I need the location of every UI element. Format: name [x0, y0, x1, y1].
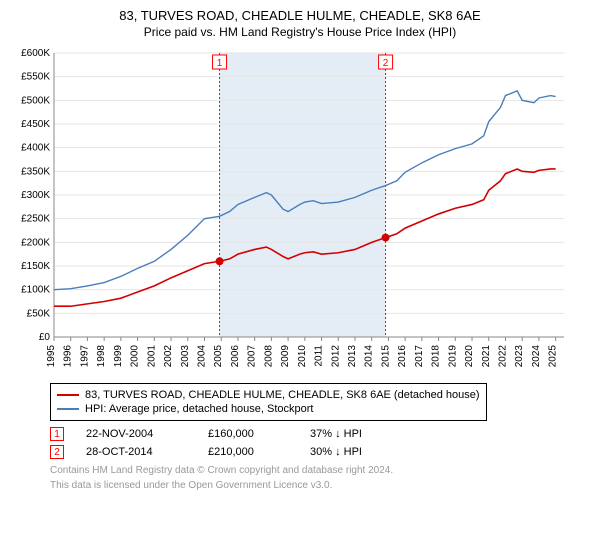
sales-table: 1 22-NOV-2004 £160,000 37% ↓ HPI 2 28-OC…: [50, 425, 590, 461]
svg-text:2006: 2006: [230, 345, 241, 368]
legend-label-property: 83, TURVES ROAD, CHEADLE HULME, CHEADLE,…: [85, 389, 480, 401]
sale-row: 1 22-NOV-2004 £160,000 37% ↓ HPI: [50, 425, 590, 443]
svg-text:2015: 2015: [380, 345, 391, 368]
sale-price: £160,000: [208, 428, 288, 440]
svg-text:2022: 2022: [497, 345, 508, 368]
svg-text:1: 1: [217, 58, 223, 69]
svg-text:2016: 2016: [397, 345, 408, 368]
svg-text:2001: 2001: [146, 345, 157, 368]
svg-text:2003: 2003: [180, 345, 191, 368]
svg-text:1997: 1997: [79, 345, 90, 368]
legend-label-hpi: HPI: Average price, detached house, Stoc…: [85, 403, 314, 415]
svg-text:£50K: £50K: [27, 308, 51, 319]
legend-row: 83, TURVES ROAD, CHEADLE HULME, CHEADLE,…: [57, 388, 480, 402]
svg-text:1996: 1996: [63, 345, 74, 368]
sale-date: 22-NOV-2004: [86, 428, 186, 440]
svg-text:2021: 2021: [481, 345, 492, 368]
sale-date: 28-OCT-2014: [86, 446, 186, 458]
svg-text:1998: 1998: [96, 345, 107, 368]
footer-line-2: This data is licensed under the Open Gov…: [50, 480, 590, 491]
svg-text:2018: 2018: [431, 345, 442, 368]
svg-text:2024: 2024: [531, 345, 542, 368]
sale-delta: 30% ↓ HPI: [310, 446, 362, 458]
svg-text:2000: 2000: [130, 345, 141, 368]
svg-text:2023: 2023: [514, 345, 525, 368]
svg-text:2025: 2025: [548, 345, 559, 368]
svg-text:2011: 2011: [314, 345, 325, 367]
chart-container: £0 £50K £100K £150K £200K £250K £300K £350K £400…: [10, 47, 590, 377]
svg-text:£0: £0: [39, 332, 51, 343]
svg-text:£150K: £150K: [21, 261, 50, 272]
sale-row: 2 28-OCT-2014 £210,000 30% ↓ HPI: [50, 443, 590, 461]
svg-text:£250K: £250K: [21, 214, 50, 225]
svg-text:2019: 2019: [447, 345, 458, 368]
sale-marker-1: 1: [50, 427, 64, 441]
svg-text:1995: 1995: [46, 345, 57, 368]
svg-text:£300K: £300K: [21, 190, 50, 201]
svg-text:£200K: £200K: [21, 237, 50, 248]
sale-delta: 37% ↓ HPI: [310, 428, 362, 440]
chart-title: 83, TURVES ROAD, CHEADLE HULME, CHEADLE,…: [10, 8, 590, 23]
legend-row: HPI: Average price, detached house, Stoc…: [57, 402, 480, 416]
chart-subtitle: Price paid vs. HM Land Registry's House …: [10, 25, 590, 39]
svg-text:2007: 2007: [247, 345, 258, 368]
svg-text:£400K: £400K: [21, 143, 50, 154]
svg-text:£450K: £450K: [21, 119, 50, 130]
svg-text:£100K: £100K: [21, 285, 50, 296]
svg-text:2014: 2014: [364, 345, 375, 368]
svg-text:£500K: £500K: [21, 95, 50, 106]
svg-text:£550K: £550K: [21, 72, 50, 83]
footer-line-1: Contains HM Land Registry data © Crown c…: [50, 465, 590, 476]
svg-text:2008: 2008: [263, 345, 274, 368]
svg-text:2020: 2020: [464, 345, 475, 368]
legend-swatch-property: [57, 394, 79, 396]
svg-text:2004: 2004: [196, 345, 207, 368]
sale-price: £210,000: [208, 446, 288, 458]
svg-text:1999: 1999: [113, 345, 124, 368]
legend: 83, TURVES ROAD, CHEADLE HULME, CHEADLE,…: [50, 383, 487, 421]
svg-text:2: 2: [383, 58, 389, 69]
svg-text:2002: 2002: [163, 345, 174, 368]
svg-text:£600K: £600K: [21, 48, 50, 59]
svg-text:2005: 2005: [213, 345, 224, 368]
legend-swatch-hpi: [57, 408, 79, 410]
svg-text:2017: 2017: [414, 345, 425, 368]
line-chart: £0 £50K £100K £150K £200K £250K £300K £350K £400…: [10, 47, 570, 377]
svg-text:2010: 2010: [297, 345, 308, 368]
svg-text:2012: 2012: [330, 345, 341, 368]
svg-text:£350K: £350K: [21, 166, 50, 177]
sale-marker-2: 2: [50, 445, 64, 459]
svg-text:2009: 2009: [280, 345, 291, 368]
svg-text:2013: 2013: [347, 345, 358, 368]
